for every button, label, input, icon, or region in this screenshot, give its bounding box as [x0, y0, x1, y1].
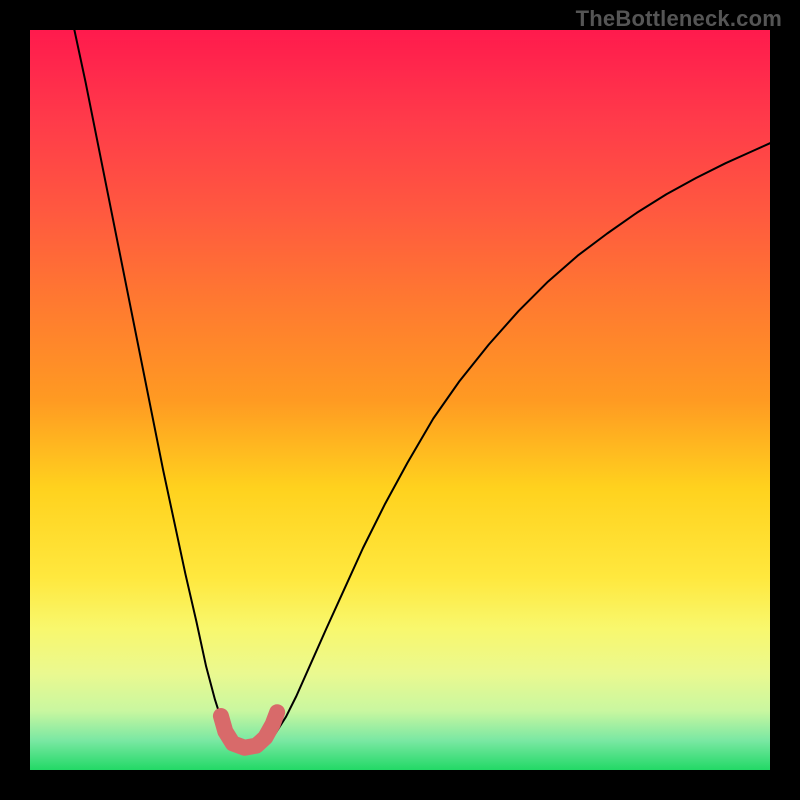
chart-frame: TheBottleneck.com [0, 0, 800, 800]
watermark-text: TheBottleneck.com [576, 6, 782, 32]
bottleneck-chart [30, 30, 770, 770]
gradient-background [30, 30, 770, 770]
